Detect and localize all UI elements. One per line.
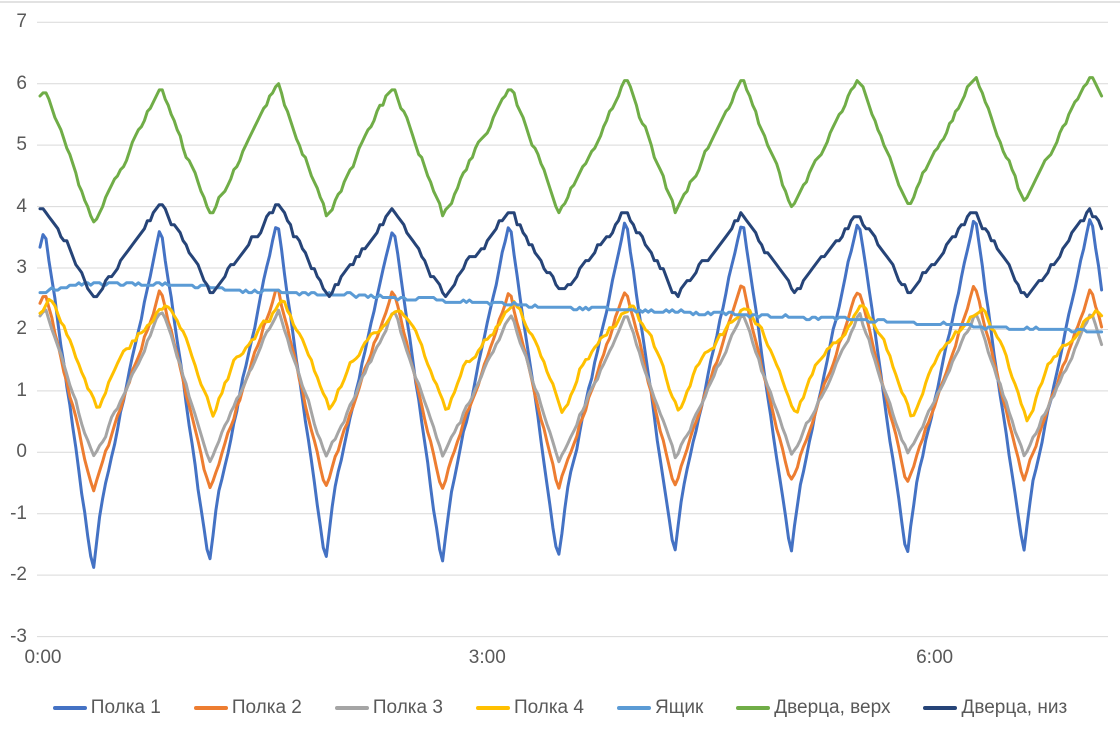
y-tick-label: 3	[16, 257, 27, 278]
legend-item-polka-3[interactable]: Полка 3	[334, 697, 443, 719]
legend-swatch-polka-3	[334, 706, 369, 710]
legend-label: Дверца, низ	[961, 697, 1068, 718]
legend-label: Полка 4	[513, 697, 584, 718]
series-line-polka-2	[38, 284, 1104, 493]
legend-item-polka-1[interactable]: Полка 1	[52, 697, 161, 719]
series-line-dverca-verh	[38, 76, 1104, 224]
legend-swatch-polka-2	[193, 706, 228, 710]
legend-swatch-yaschik	[616, 706, 651, 710]
y-tick-label: 6	[16, 72, 27, 94]
y-tick-label: 5	[16, 134, 27, 156]
legend-item-dverca-niz[interactable]: Дверца, низ	[923, 697, 1067, 719]
y-tick-label: 2	[16, 318, 27, 340]
legend-item-dverca-verh[interactable]: Дверца, верх	[736, 697, 890, 719]
chart-legend: Полка 1 Полка 2 Полка 3 Полка 4 Ящик Дверца, …	[0, 697, 1120, 719]
x-tick-label: 0:00	[24, 647, 62, 668]
legend-item-polka-4[interactable]: Полка 4	[475, 697, 584, 719]
legend-swatch-polka-4	[475, 706, 510, 710]
legend-swatch-polka-1	[52, 706, 87, 710]
y-tick-label: 7	[16, 11, 27, 33]
y-tick-label: 0	[16, 441, 27, 463]
y-tick-label: -3	[10, 625, 27, 647]
legend-swatch-dverca-niz	[923, 706, 958, 710]
legend-swatch-dverca-verh	[736, 706, 771, 710]
legend-label: Полка 2	[231, 697, 302, 718]
legend-label: Дверца, верх	[774, 697, 891, 718]
legend-item-polka-2[interactable]: Полка 2	[193, 697, 302, 719]
series-line-polka-4	[38, 297, 1104, 423]
series-line-yaschik	[38, 281, 1104, 334]
series-line-polka-3	[38, 308, 1104, 464]
x-tick-label: 3:00	[468, 647, 506, 668]
y-tick-label: -1	[10, 502, 27, 524]
y-tick-label: -2	[10, 564, 27, 586]
legend-label: Полка 1	[90, 697, 161, 718]
series-line-polka-1	[38, 218, 1104, 569]
y-tick-label: 1	[16, 379, 27, 401]
legend-label: Полка 3	[372, 697, 443, 718]
legend-item-yaschik[interactable]: Ящик	[616, 697, 704, 719]
series-line-dverca-niz	[38, 203, 1104, 299]
legend-label: Ящик	[654, 697, 704, 718]
y-tick-label: 4	[16, 195, 27, 217]
x-tick-label: 6:00	[916, 647, 954, 668]
